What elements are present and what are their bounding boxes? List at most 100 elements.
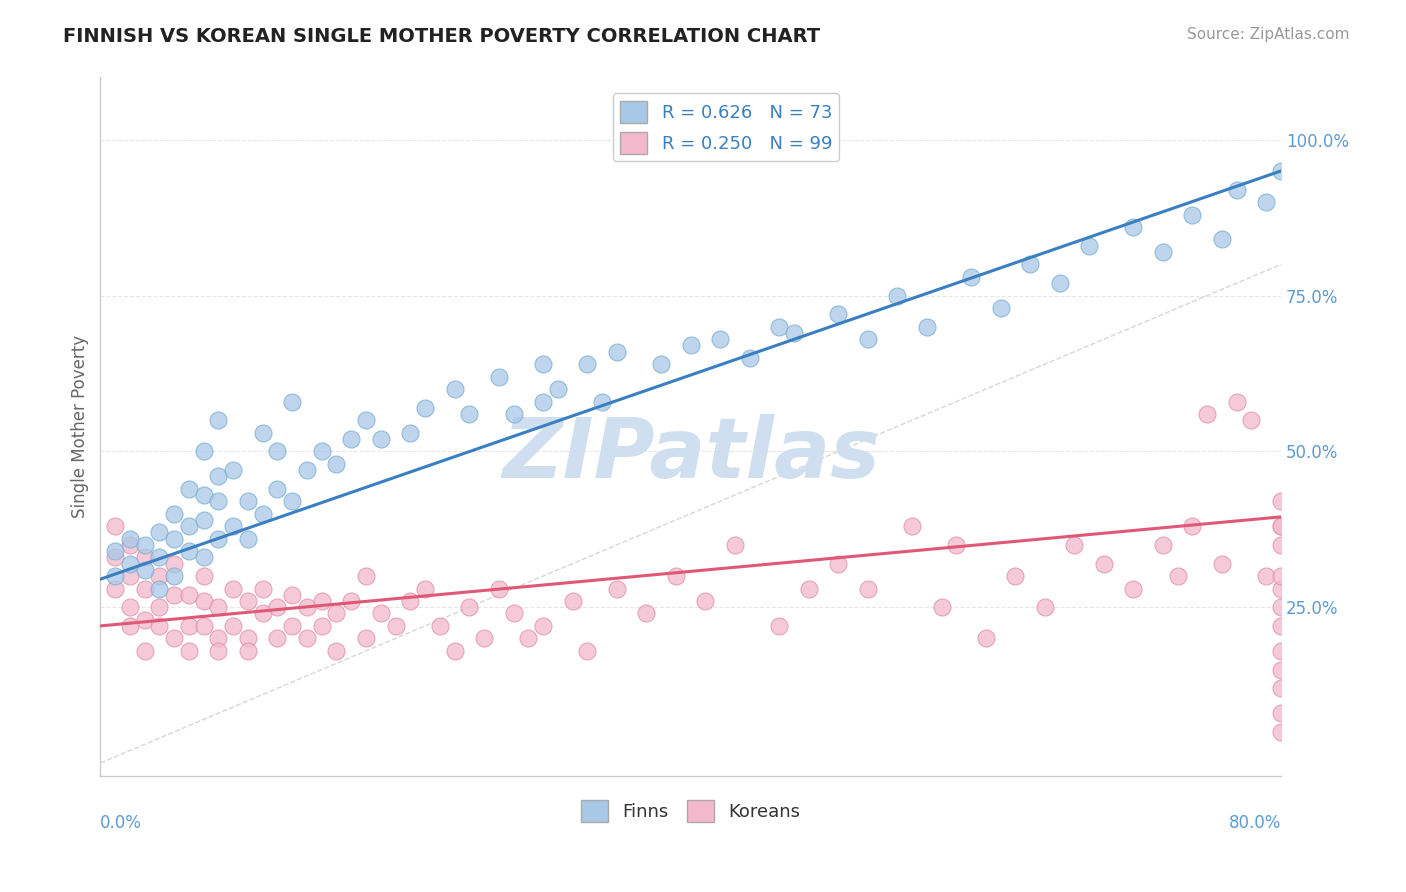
Point bbox=[886, 288, 908, 302]
Point bbox=[163, 588, 186, 602]
Point bbox=[502, 407, 524, 421]
Point bbox=[177, 588, 200, 602]
Point bbox=[827, 307, 849, 321]
Point bbox=[118, 569, 141, 583]
Point bbox=[207, 644, 229, 658]
Point bbox=[636, 607, 658, 621]
Point bbox=[295, 632, 318, 646]
Point bbox=[429, 619, 451, 633]
Point bbox=[236, 644, 259, 658]
Y-axis label: Single Mother Poverty: Single Mother Poverty bbox=[72, 334, 89, 518]
Point bbox=[222, 619, 245, 633]
Point bbox=[311, 444, 333, 458]
Point bbox=[118, 538, 141, 552]
Point bbox=[354, 569, 377, 583]
Point bbox=[134, 550, 156, 565]
Point bbox=[340, 594, 363, 608]
Point bbox=[472, 632, 495, 646]
Point bbox=[177, 619, 200, 633]
Point bbox=[1270, 706, 1292, 721]
Text: 80.0%: 80.0% bbox=[1229, 814, 1281, 832]
Point bbox=[1092, 557, 1115, 571]
Point bbox=[236, 494, 259, 508]
Point bbox=[193, 488, 215, 502]
Point bbox=[134, 563, 156, 577]
Point bbox=[797, 582, 820, 596]
Point bbox=[901, 519, 924, 533]
Point bbox=[531, 394, 554, 409]
Point bbox=[1211, 232, 1233, 246]
Point bbox=[311, 619, 333, 633]
Point bbox=[163, 557, 186, 571]
Point bbox=[695, 594, 717, 608]
Point bbox=[591, 394, 613, 409]
Point bbox=[783, 326, 806, 340]
Point bbox=[1063, 538, 1085, 552]
Point bbox=[1226, 394, 1249, 409]
Point bbox=[443, 644, 465, 658]
Point bbox=[1270, 619, 1292, 633]
Point bbox=[768, 619, 790, 633]
Point bbox=[561, 594, 583, 608]
Point bbox=[576, 644, 599, 658]
Point bbox=[311, 594, 333, 608]
Point bbox=[1270, 519, 1292, 533]
Point bbox=[1019, 257, 1042, 271]
Point bbox=[207, 600, 229, 615]
Point bbox=[193, 594, 215, 608]
Point bbox=[974, 632, 997, 646]
Point bbox=[266, 600, 288, 615]
Point bbox=[1181, 519, 1204, 533]
Point bbox=[458, 600, 481, 615]
Point bbox=[134, 644, 156, 658]
Point bbox=[856, 332, 879, 346]
Point bbox=[281, 588, 304, 602]
Point bbox=[856, 582, 879, 596]
Point bbox=[134, 538, 156, 552]
Point bbox=[1122, 220, 1144, 235]
Point bbox=[177, 482, 200, 496]
Point bbox=[370, 432, 392, 446]
Text: FINNISH VS KOREAN SINGLE MOTHER POVERTY CORRELATION CHART: FINNISH VS KOREAN SINGLE MOTHER POVERTY … bbox=[63, 27, 820, 45]
Point bbox=[325, 457, 347, 471]
Point bbox=[1256, 569, 1278, 583]
Point bbox=[281, 619, 304, 633]
Point bbox=[1033, 600, 1056, 615]
Point bbox=[236, 532, 259, 546]
Point bbox=[148, 619, 170, 633]
Point bbox=[295, 600, 318, 615]
Point bbox=[413, 401, 436, 415]
Point bbox=[827, 557, 849, 571]
Point bbox=[1270, 519, 1292, 533]
Point bbox=[531, 619, 554, 633]
Point bbox=[118, 619, 141, 633]
Point bbox=[502, 607, 524, 621]
Point bbox=[118, 600, 141, 615]
Point bbox=[1270, 681, 1292, 696]
Point bbox=[222, 463, 245, 477]
Point bbox=[665, 569, 688, 583]
Point bbox=[354, 632, 377, 646]
Point bbox=[650, 357, 672, 371]
Point bbox=[990, 301, 1012, 315]
Point bbox=[1270, 582, 1292, 596]
Point bbox=[724, 538, 747, 552]
Point bbox=[1152, 538, 1174, 552]
Point bbox=[547, 382, 569, 396]
Point bbox=[1270, 724, 1292, 739]
Point bbox=[193, 513, 215, 527]
Point bbox=[531, 357, 554, 371]
Point bbox=[606, 582, 628, 596]
Point bbox=[222, 582, 245, 596]
Point bbox=[295, 463, 318, 477]
Point bbox=[252, 507, 274, 521]
Point bbox=[193, 444, 215, 458]
Point bbox=[325, 607, 347, 621]
Point bbox=[104, 544, 127, 558]
Point bbox=[163, 569, 186, 583]
Point bbox=[384, 619, 406, 633]
Point bbox=[193, 569, 215, 583]
Point bbox=[148, 582, 170, 596]
Point bbox=[207, 413, 229, 427]
Point bbox=[1240, 413, 1263, 427]
